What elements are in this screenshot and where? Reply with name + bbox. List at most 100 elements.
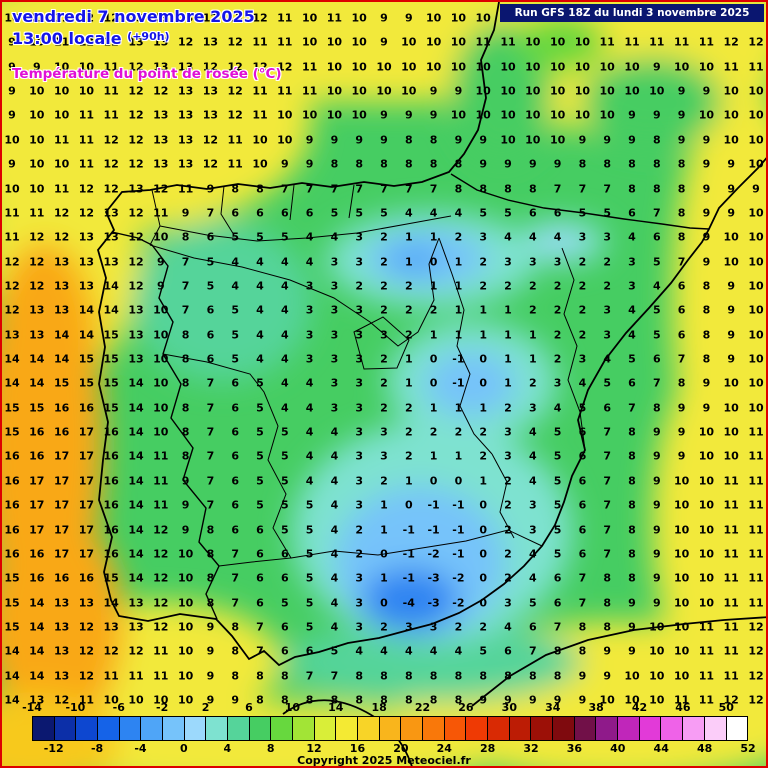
dewpoint-value: 5 [231, 328, 240, 342]
dewpoint-value: 12 [29, 255, 45, 269]
dewpoint-value: 11 [252, 84, 268, 98]
dewpoint-value: 6 [652, 352, 661, 366]
dewpoint-value: 6 [256, 596, 264, 610]
dewpoint-value: 12 [202, 157, 219, 171]
dewpoint-value: 8 [553, 669, 562, 683]
dewpoint-value: 6 [553, 206, 562, 220]
dewpoint-value: 9 [553, 693, 562, 707]
dewpoint-value: 2 [429, 303, 438, 317]
dewpoint-value: 2 [504, 523, 512, 537]
dewpoint-value: 10 [624, 60, 640, 74]
dewpoint-value: 1 [479, 401, 488, 415]
dewpoint-value: -1 [452, 376, 465, 390]
dewpoint-value: 8 [479, 182, 488, 196]
colorbar-tick: 20 [393, 742, 409, 755]
dewpoint-value: 11 [277, 11, 293, 25]
dewpoint-value: 6 [628, 376, 636, 390]
colorbar-cell [163, 717, 185, 740]
colorbar-tick: -14 [22, 701, 42, 714]
dewpoint-value: 1 [504, 303, 512, 317]
dewpoint-value: 10 [475, 60, 491, 74]
colorbar-tick: 24 [436, 742, 452, 755]
dewpoint-value: 11 [301, 84, 318, 98]
dewpoint-value: 1 [454, 303, 463, 317]
dewpoint-value: 2 [504, 474, 512, 488]
dewpoint-value: 9 [330, 133, 339, 147]
dewpoint-value: 9 [727, 328, 736, 342]
dewpoint-value: 10 [673, 571, 690, 585]
dewpoint-value: 4 [280, 328, 289, 342]
dewpoint-value: 11 [723, 498, 739, 512]
dewpoint-value: 4 [528, 425, 537, 439]
dewpoint-value: 1 [504, 352, 512, 366]
dewpoint-value: 5 [206, 279, 215, 293]
dewpoint-value: 10 [748, 279, 764, 293]
dewpoint-value: 4 [528, 449, 537, 463]
colorbar-cell [466, 717, 489, 740]
dewpoint-value: 1 [504, 328, 512, 342]
dewpoint-value: 10 [698, 60, 715, 74]
dewpoint-value: 6 [231, 449, 240, 463]
dewpoint-value: 14 [4, 352, 20, 366]
dewpoint-value: 11 [723, 669, 739, 683]
dewpoint-value: 8 [404, 693, 413, 707]
dewpoint-value: 1 [454, 279, 463, 293]
dewpoint-value: 8 [603, 596, 612, 610]
dewpoint-value: 0 [380, 596, 388, 610]
dewpoint-value: 14 [78, 328, 95, 342]
dewpoint-value: 11 [277, 35, 293, 49]
dewpoint-value: 5 [305, 596, 314, 610]
colorbar-cell [206, 717, 229, 740]
dewpoint-value: 14 [53, 328, 70, 342]
dewpoint-value: 11 [153, 449, 169, 463]
dewpoint-value: 13 [103, 620, 119, 634]
dewpoint-value: 9 [727, 182, 736, 196]
colorbar-tick: 18 [371, 701, 387, 714]
colorbar-cell [379, 717, 402, 740]
dewpoint-value: 7 [256, 644, 264, 658]
dewpoint-value: 0 [479, 376, 488, 390]
dewpoint-value: 7 [603, 498, 612, 512]
dewpoint-value: 17 [78, 547, 95, 561]
dewpoint-value: 3 [355, 449, 364, 463]
dewpoint-value: 10 [376, 60, 392, 74]
colorbar-cell [228, 717, 250, 740]
dewpoint-value: 10 [128, 693, 144, 707]
dewpoint-value: 5 [256, 449, 264, 463]
dewpoint-value: 10 [673, 596, 690, 610]
dewpoint-value: 7 [603, 474, 612, 488]
dewpoint-value: 12 [177, 35, 194, 49]
regional-borders [149, 184, 586, 567]
dewpoint-value: 9 [628, 596, 636, 610]
dewpoint-value: 8 [677, 376, 686, 390]
dewpoint-value: 7 [603, 425, 612, 439]
dewpoint-value: 11 [723, 547, 739, 561]
colorbar-tick: 8 [266, 742, 275, 755]
dewpoint-value: 12 [202, 133, 219, 147]
dewpoint-value: 12 [748, 620, 764, 634]
dewpoint-value: -2 [427, 547, 440, 561]
dewpoint-value: 5 [280, 596, 289, 610]
dewpoint-value: 2 [479, 279, 488, 293]
dewpoint-value: 16 [53, 571, 70, 585]
dewpoint-value: 14 [103, 303, 119, 317]
dewpoint-value: 10 [649, 620, 665, 634]
dewpoint-value: -1 [452, 523, 465, 537]
dewpoint-value: 6 [305, 206, 314, 220]
dewpoint-value: 2 [578, 303, 587, 317]
dewpoint-value: 11 [252, 108, 268, 122]
dewpoint-value: 10 [698, 108, 715, 122]
dewpoint-value: 11 [723, 523, 739, 537]
dewpoint-value: 6 [231, 376, 240, 390]
dewpoint-value: 0 [429, 474, 438, 488]
dewpoint-value: 11 [748, 449, 764, 463]
dewpoint-value: 14 [103, 279, 119, 293]
dewpoint-value: 7 [206, 425, 215, 439]
dewpoint-value: 11 [698, 693, 715, 707]
dewpoint-value: 8 [429, 693, 438, 707]
dewpoint-value: 6 [628, 206, 636, 220]
dewpoint-value: 3 [404, 620, 413, 634]
dewpoint-value: 2 [380, 303, 388, 317]
dewpoint-value: -3 [427, 596, 440, 610]
